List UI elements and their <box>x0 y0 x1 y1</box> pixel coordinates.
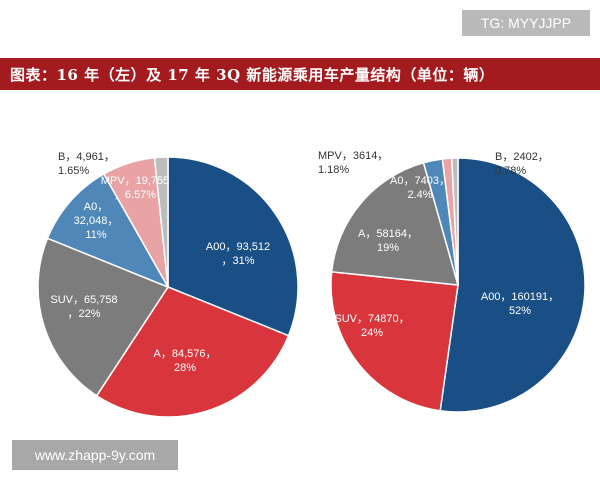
pie-slice-suv <box>330 270 459 412</box>
pie-label-a0: A0， 32,048， 11% <box>74 201 119 241</box>
pie-slice-suv <box>37 237 170 397</box>
pie-slice-a0 <box>46 172 170 289</box>
pie-label-b: B，2402， 0.78% <box>495 151 549 177</box>
pie-chart-2017q3: A00，160191， 52% SUV，74870， 24% A，58164， 19% A0… <box>318 150 586 413</box>
pie-slice-a <box>330 161 460 286</box>
pie-label-a00: A00，93,512 ，31% <box>206 241 270 267</box>
pie-label-mpv: MPV，3614， 1.18% <box>318 150 388 176</box>
watermark-bottom: www.zhapp-9y.com <box>12 440 178 470</box>
pie-label-mpv: MPV，19,755 ，6.57% <box>101 175 169 201</box>
watermark-top: TG: MYYJJPP <box>462 10 590 36</box>
pie-slice-a <box>95 286 290 418</box>
pie-label-a0: A0，7403， 2.4% <box>390 175 450 201</box>
pie-label-suv: SUV，65,758 ，22% <box>50 294 117 320</box>
pie-slice-b <box>153 156 169 288</box>
pie-chart-2016: A00，93,512 ，31% A，84,576， 28% SUV，65,758 ，22%… <box>37 151 299 418</box>
pie-label-a: A，58164， 19% <box>358 228 418 254</box>
pie-label-a: A，84,576， 28% <box>154 348 217 374</box>
pie-label-a00: A00，160191， 52% <box>481 291 559 317</box>
chart-title-bar: 图表：16 年（左）及 17 年 3Q 新能源乘用车产量结构（单位：辆） <box>0 58 600 90</box>
pie-slice-a00 <box>167 156 299 337</box>
pie-label-suv: SUV，74870， 24% <box>334 313 409 339</box>
pie-slice-b <box>450 157 459 286</box>
pie-slice-a00 <box>439 157 586 413</box>
pie-label-b: B，4,961， 1.65% <box>58 151 115 177</box>
